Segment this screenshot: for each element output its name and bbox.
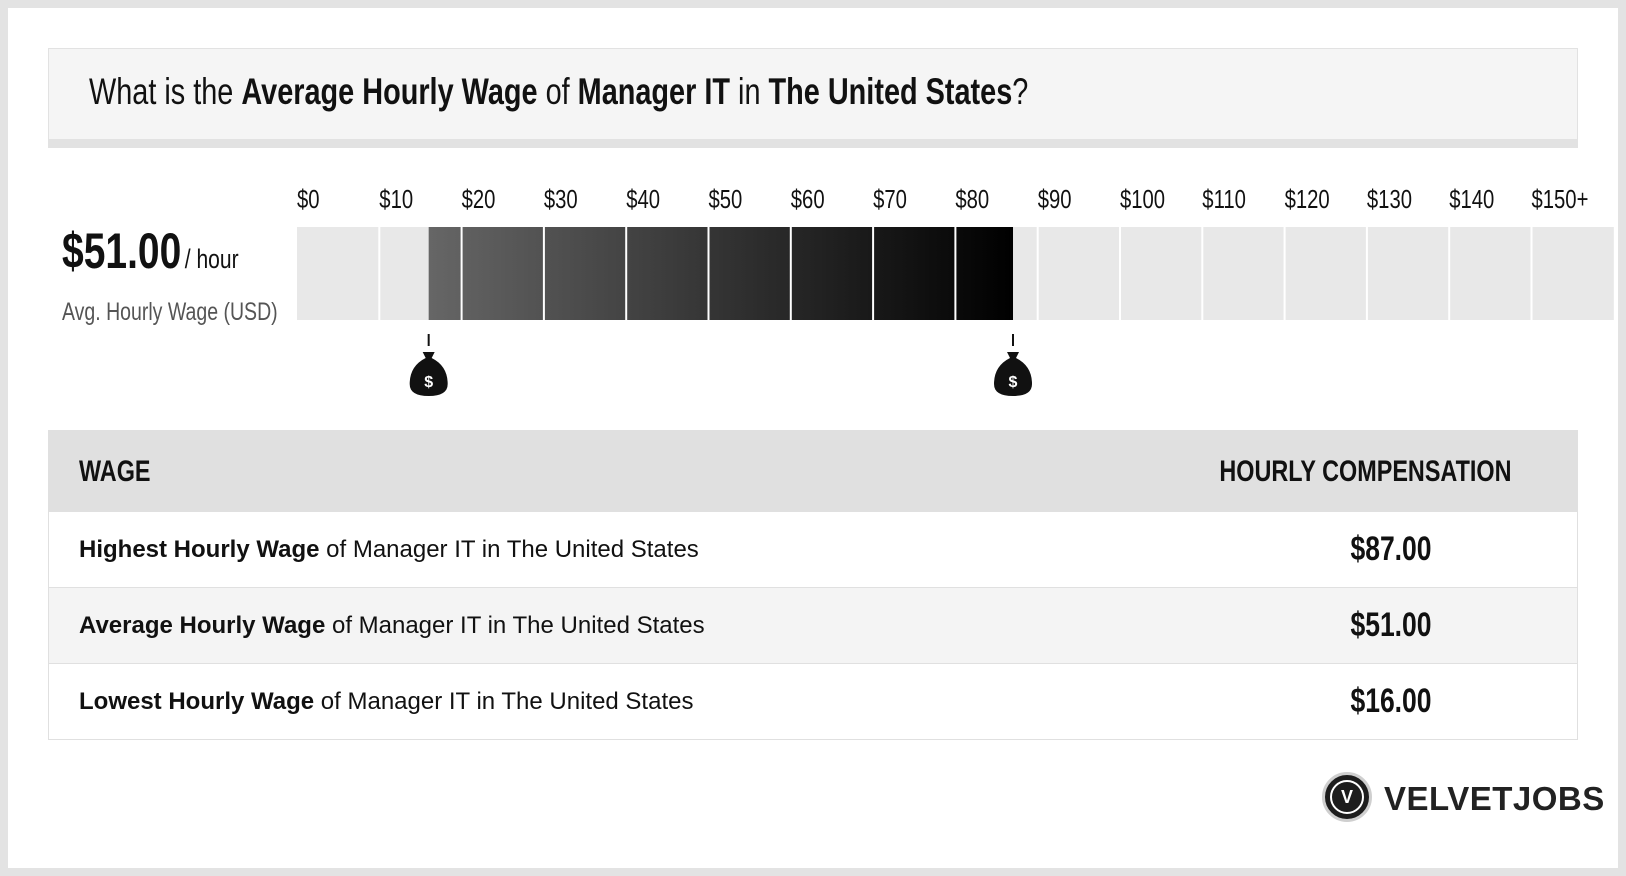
range-markers: $ $ (409, 334, 1033, 396)
tick-label: $150+ (1531, 185, 1588, 214)
tick-label: $120 (1285, 185, 1330, 214)
row-value: $51.00 (1311, 606, 1471, 645)
tick-label: $80 (955, 185, 989, 214)
wage-range-chart: $0 $10 $20 $30 $40 $50 $60 $70 $80 $90 $100 $110 $12… (297, 185, 1614, 396)
row-description: Highest Hourly Wage of Manager IT in The… (79, 536, 699, 564)
money-bag-shape (409, 352, 448, 396)
average-label: Avg. Hourly Wage (USD) (62, 298, 338, 327)
row-label-rest: of Manager IT in The United States (319, 536, 699, 563)
header-wage-text: WAGE (79, 455, 151, 488)
logo-letter: V (1330, 780, 1364, 814)
row-value-text: $87.00 (1350, 530, 1432, 568)
header-compensation-text: HOURLY COMPENSATION (1218, 455, 1511, 488)
tick-label: $40 (626, 185, 660, 214)
title-bold-1: Average Hourly Wage (241, 71, 538, 112)
title-text-1: What is the (89, 71, 242, 112)
title-text-3: in (730, 71, 769, 112)
row-value: $16.00 (1311, 682, 1471, 721)
tick-label: $140 (1449, 185, 1494, 214)
row-label: Lowest Hourly Wage (79, 688, 315, 715)
wage-table: WAGE HOURLY COMPENSATION Highest Hourly … (48, 430, 1578, 740)
range-fill (428, 227, 1014, 320)
money-bag-glyph: $ (1009, 374, 1018, 391)
tick-label: $110 (1202, 185, 1246, 214)
tick-label: $70 (873, 185, 907, 214)
row-value-text: $51.00 (1350, 606, 1432, 644)
money-bag-icon: $ (994, 334, 1033, 396)
title-text-4: ? (1012, 71, 1029, 112)
tick-label: $100 (1120, 185, 1165, 214)
average-value: $51.00 (62, 223, 182, 279)
average-summary: $51.00 / hour (62, 226, 288, 276)
segment-dividers (378, 227, 1533, 320)
money-bag-glyph: $ (424, 374, 433, 391)
row-label-rest: of Manager IT in The United States (314, 688, 694, 715)
row-label: Average Hourly Wage (79, 612, 326, 639)
title-text-2: of (537, 71, 578, 112)
logo-wordmark: VELVETJOBS (1384, 780, 1605, 817)
logo-mark-icon: V (1322, 772, 1372, 822)
row-description: Average Hourly Wage of Manager IT in The… (79, 612, 705, 640)
row-label-rest: of Manager IT in The United States (325, 612, 705, 639)
tick-labels: $0 $10 $20 $30 $40 $50 $60 $70 $80 $90 $100 $110 $12… (297, 185, 1588, 214)
tick-label: $10 (379, 185, 413, 214)
row-description: Lowest Hourly Wage of Manager IT in The … (79, 688, 693, 716)
tick-label: $50 (708, 185, 742, 214)
tick-label: $0 (297, 185, 320, 214)
tick-label: $90 (1038, 185, 1072, 214)
tick-label: $130 (1367, 185, 1412, 214)
row-value: $87.00 (1311, 530, 1471, 569)
table-row: Lowest Hourly Wage of Manager IT in The … (49, 663, 1577, 739)
title-bold-3: The United States (768, 71, 1013, 112)
table-row: Highest Hourly Wage of Manager IT in The… (49, 511, 1577, 587)
money-bag-icon: $ (409, 334, 448, 396)
title-box: What is the Average Hourly Wage of Manag… (48, 48, 1578, 148)
average-label-text: Avg. Hourly Wage (USD) (62, 298, 278, 326)
tick-label: $30 (544, 185, 578, 214)
page-title: What is the Average Hourly Wage of Manag… (89, 71, 1293, 113)
tick-label: $60 (791, 185, 825, 214)
money-bag-shape (994, 352, 1033, 396)
header-wage: WAGE (79, 455, 171, 489)
table-header: WAGE HOURLY COMPENSATION (49, 431, 1577, 511)
average-unit: / hour (184, 244, 239, 274)
title-bold-2: Manager IT (577, 71, 731, 112)
row-label: Highest Hourly Wage (79, 536, 320, 563)
range-bar (428, 227, 1014, 320)
tick-label: $20 (462, 185, 496, 214)
header-compensation: HOURLY COMPENSATION (1137, 455, 1511, 489)
row-value-text: $16.00 (1350, 682, 1432, 720)
table-row: Average Hourly Wage of Manager IT in The… (49, 587, 1577, 663)
